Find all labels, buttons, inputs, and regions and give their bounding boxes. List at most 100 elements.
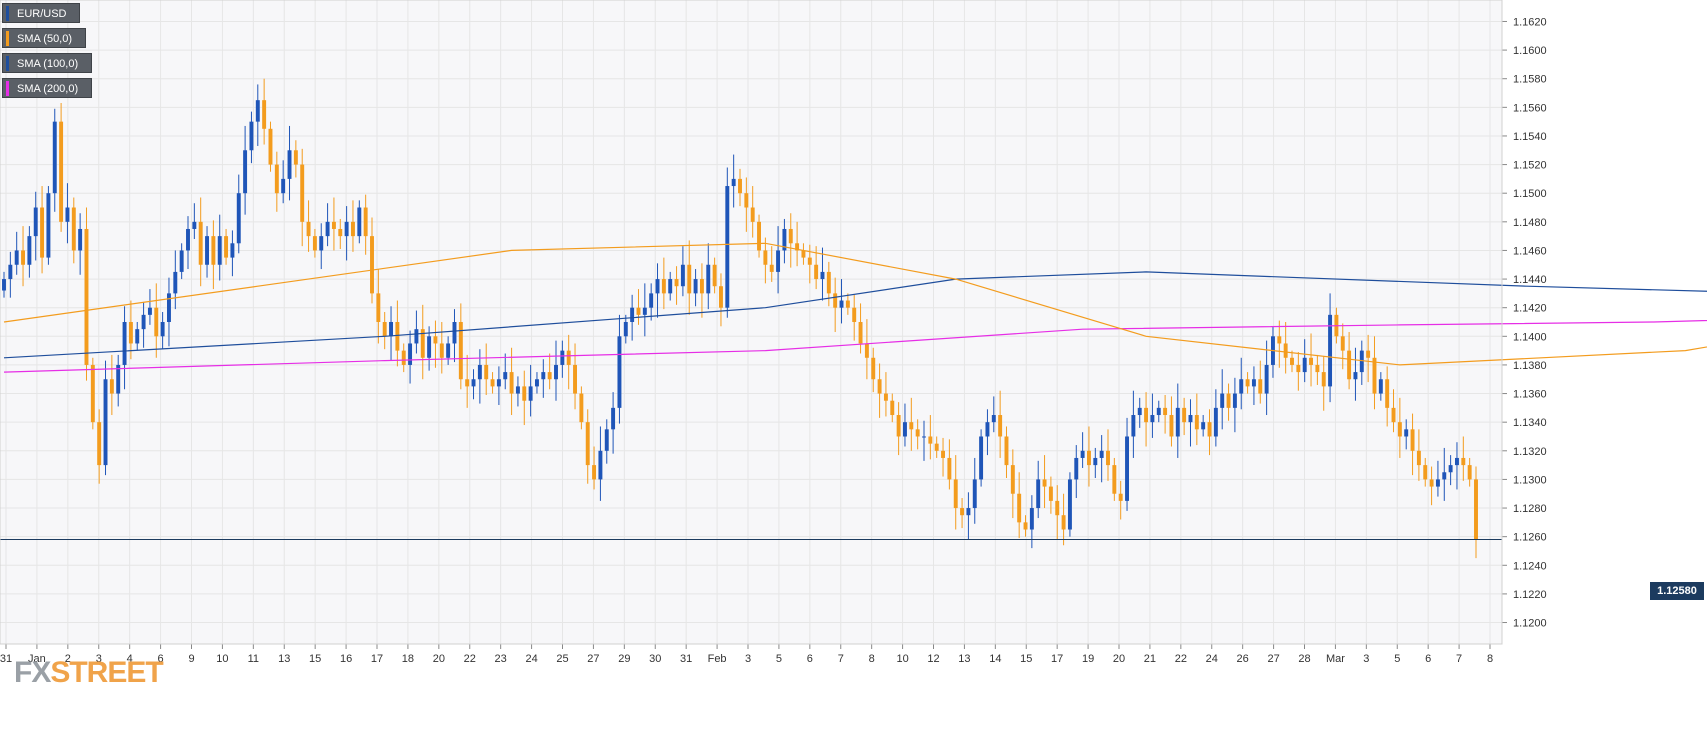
- candle-body: [179, 250, 184, 272]
- candle-body: [1017, 493, 1022, 523]
- candle-body: [864, 343, 869, 358]
- candle-body: [1347, 350, 1352, 380]
- candle-body: [78, 228, 83, 251]
- logo-fx: FX: [14, 656, 51, 689]
- candle-body: [128, 322, 133, 344]
- candle-body: [205, 236, 210, 265]
- candle-body: [1207, 422, 1212, 437]
- candle-body: [928, 436, 933, 444]
- candle-body: [14, 250, 19, 265]
- candle-body: [1245, 379, 1250, 387]
- candle-body: [71, 207, 76, 251]
- candle-body: [1378, 379, 1383, 394]
- candle-body: [541, 372, 546, 380]
- candle-body: [1156, 407, 1161, 416]
- candle-body: [1106, 450, 1110, 466]
- candle-body: [52, 121, 57, 194]
- candle-body: [8, 264, 13, 280]
- candle-body: [427, 336, 432, 358]
- candle-body: [833, 293, 838, 308]
- y-tick-label: 1.1260: [1513, 532, 1547, 544]
- candle-body: [1036, 479, 1041, 509]
- candle-body: [547, 372, 552, 380]
- candle-body: [338, 228, 343, 237]
- x-tick-label: 17: [1051, 653, 1063, 665]
- candle-body: [2, 279, 6, 291]
- x-tick-label: 13: [958, 653, 970, 665]
- legend-item-sma50[interactable]: SMA (50,0): [2, 28, 86, 48]
- candle-body: [458, 322, 463, 380]
- candle-body: [750, 207, 755, 222]
- y-tick-label: 1.1460: [1513, 245, 1547, 257]
- plot-background: [0, 0, 1502, 644]
- candle-body: [1385, 379, 1390, 408]
- sma-50-line: [3, 242, 1707, 366]
- candle-body: [985, 422, 990, 437]
- legend-item-sma100[interactable]: SMA (100,0): [2, 53, 92, 73]
- y-tick-label: 1.1440: [1513, 274, 1547, 286]
- candle-body: [1474, 479, 1478, 540]
- candle-body: [1226, 393, 1231, 408]
- y-tick-label: 1.1320: [1513, 446, 1547, 458]
- candle-body: [528, 386, 533, 401]
- y-tick-label: 1.1580: [1513, 74, 1547, 86]
- x-tick-label: Jan: [28, 653, 46, 665]
- candle-body: [826, 271, 831, 294]
- candle-body: [573, 364, 578, 394]
- candle-body: [1251, 379, 1256, 387]
- candle-body: [1232, 393, 1237, 408]
- candle-body: [934, 443, 939, 451]
- candle-body: [1112, 465, 1117, 494]
- candle-body: [350, 221, 355, 237]
- candle-body: [103, 379, 108, 466]
- legend-item-eurusd[interactable]: EUR/USD: [2, 3, 80, 23]
- candle-body: [198, 221, 203, 265]
- legend-item-sma200[interactable]: SMA (200,0): [2, 78, 92, 98]
- x-tick-label: 13: [278, 653, 290, 665]
- candle-body: [1467, 465, 1472, 480]
- candle-body: [1074, 457, 1079, 480]
- x-tick-label: Feb: [708, 653, 727, 665]
- candle-body: [782, 228, 787, 251]
- x-tick-label: 10: [216, 653, 228, 665]
- candle-body: [1353, 372, 1358, 380]
- candle-body: [858, 322, 863, 344]
- legend: EUR/USD SMA (50,0) SMA (100,0) SMA (200,…: [2, 3, 92, 103]
- candle-body: [319, 236, 324, 251]
- candle-body: [446, 343, 451, 358]
- candle-body: [801, 250, 806, 258]
- x-tick-label: 28: [1298, 653, 1310, 665]
- candle-body: [922, 436, 926, 438]
- candle-body: [915, 429, 920, 437]
- legend-label: EUR/USD: [17, 8, 67, 20]
- candle-body: [325, 221, 330, 237]
- candle-body: [1055, 500, 1060, 516]
- y-tick-label: 1.1560: [1513, 102, 1547, 114]
- candle-body: [1359, 350, 1364, 373]
- x-tick-label: 15: [309, 653, 321, 665]
- x-tick-label: 6: [807, 653, 813, 665]
- candle-body: [896, 415, 901, 437]
- y-tick-label: 1.1340: [1513, 417, 1547, 429]
- x-tick-label: 8: [1487, 653, 1493, 665]
- candle-body: [211, 236, 216, 265]
- y-tick-label: 1.1400: [1513, 331, 1547, 343]
- candle-body: [1410, 429, 1415, 451]
- x-tick-label: 22: [1175, 653, 1187, 665]
- y-tick-label: 1.1600: [1513, 45, 1547, 57]
- candle-body: [84, 228, 89, 365]
- x-tick-label: Mar: [1326, 653, 1345, 665]
- candle-body: [1175, 407, 1180, 437]
- candle-body: [738, 178, 742, 194]
- candle-body: [433, 336, 438, 344]
- candle-body: [1391, 407, 1396, 423]
- x-tick-label: 26: [1237, 653, 1249, 665]
- candle-body: [90, 364, 95, 423]
- current-price-tag: 1.12580: [1650, 582, 1704, 600]
- y-tick-label: 1.1360: [1513, 389, 1547, 401]
- candle-body: [534, 379, 539, 387]
- candle-body: [141, 314, 146, 330]
- fxstreet-logo: FXSTREET: [14, 656, 164, 690]
- candle-body: [674, 279, 679, 287]
- candle-body: [560, 350, 565, 365]
